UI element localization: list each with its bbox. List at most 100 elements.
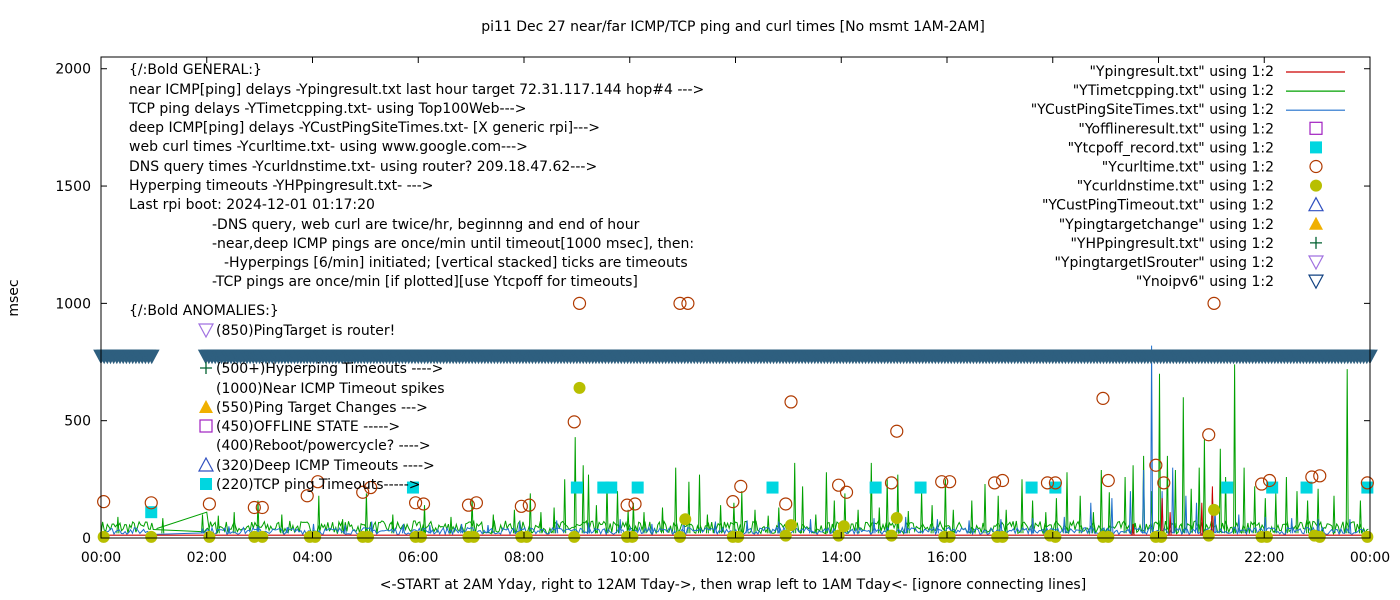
axes-layer: 00:00 02:00 04:00 06:00 08:00 10:00 12:00 14:00… [55,57,1390,566]
curltime-point-shape [884,476,899,490]
dnstime-point [1049,530,1062,543]
annotation-text: Hyperping timeouts -YHPpingresult.txt- -… [129,178,434,194]
curltime-point [943,475,957,489]
curltime-point-shape [681,296,695,310]
dnstime-point-shape [673,530,686,543]
dnstime-point [1313,530,1326,543]
curltime-point [784,395,798,409]
legend-marker-swatch-shape [1307,274,1325,290]
dnstime-point-shape [1260,530,1273,543]
curltime-point-shape [1040,476,1055,490]
tcpoff-point [1221,481,1234,494]
legend-marker-swatch-shape [1310,236,1322,249]
dnstime-point-shape [890,512,903,525]
dnstime-point [785,519,798,532]
dnstime-point-shape [837,520,850,533]
curltime-point [673,296,687,310]
curltime-point-shape [1149,458,1163,472]
dnstime-point-shape [779,529,792,542]
legend-label: "Ypingtargetchange" using 1:2 [1059,217,1274,233]
dnstime-point-shape [520,530,533,543]
x-tick-label: 14:00 [821,550,861,566]
dnstime-point-shape [414,530,427,543]
curltime-point [1207,296,1221,310]
dnstime-point [1260,530,1273,543]
dnstime-point [626,530,639,543]
x-tick-label: 04:00 [292,550,332,566]
dnstime-point-shape [309,530,322,543]
dnstime-point [1361,530,1374,543]
dnstime-point-shape [1361,530,1374,543]
annotation-text: (1000)Near ICMP Timeout spikes [216,381,445,397]
curltime-point-shape [943,475,957,489]
dnstime-point [890,512,903,525]
annotation-text: {/:Bold GENERAL:} [129,62,262,78]
legend-marker-swatch [1309,216,1323,230]
tcpoff-point-shape [766,481,779,494]
curltime-point-shape [247,500,261,515]
curltime-point-shape [522,498,536,512]
curltime-point [1262,473,1277,488]
curltime-point-shape [1360,476,1374,490]
curltime-point-shape [409,496,423,510]
dnstime-point [573,381,586,394]
tcpoff-point [869,481,882,494]
dnstime-point [679,513,692,526]
dnstime-point-shape [97,530,110,543]
tcpoff-point-shape [1221,481,1234,494]
x-axis-label: <-START at 2AM Yday, right to 12AM Tday-… [380,577,1086,593]
curltime-point-shape [300,489,314,503]
x-tick-label: 06:00 [398,550,438,566]
curltime-point-shape [628,497,642,511]
curltime-point [255,500,269,515]
curltime-point [567,415,581,429]
annotation-marker [200,362,212,374]
legend-marker-swatch-shape [1309,216,1323,230]
dnstime-point [1102,530,1115,543]
curltime-point [734,479,748,493]
legend-label: "Ypingresult.txt" using 1:2 [1089,64,1274,80]
legend-marker-swatch-shape [1309,159,1323,174]
dnstime-point [362,530,375,543]
dnstime-point-shape [1208,503,1221,516]
tcpoff-point [570,481,583,494]
curltime-point-shape [620,498,634,512]
dnstime-point-shape [885,529,898,542]
curltime-point [1096,391,1110,405]
x-tick-label: 18:00 [1033,550,1073,566]
dnstime-point-shape [943,530,956,543]
curltime-point [247,500,261,515]
curltime-point [935,475,949,489]
legend-marker-swatch [1310,179,1322,192]
x-tick-label: 08:00 [504,550,544,566]
curltime-point [572,296,587,310]
curltime-point-shape [987,476,1002,490]
tcpoff-point-shape [914,481,927,494]
legend-label: "Ycurldnstime.txt" using 1:2 [1077,179,1274,195]
legend-marker-swatch [1307,274,1325,290]
cust-noise-line [100,526,1369,537]
curltime-point-shape [1313,469,1327,483]
curltime-point-shape [734,479,748,493]
legend-marker-swatch-shape [1309,121,1323,135]
dnstime-point [256,530,269,543]
x-tick-label: 10:00 [610,550,650,566]
annotations-layer: {/:Bold GENERAL:} near ICMP[ping] delays … [128,62,704,493]
tcpoff-point [631,481,644,494]
curltime-point [202,497,216,511]
tcpoff-point [605,481,618,494]
x-tick-label: 00:00 [81,550,121,566]
dnstime-point [568,530,581,543]
curltime-point [726,495,740,509]
legend-label: "Ycurltime.txt" using 1:2 [1102,160,1274,176]
legend-marker-swatch [1309,121,1323,135]
x-tick-label: 22:00 [1244,550,1284,566]
annotation-marker [200,478,212,490]
curltime-point-shape [97,495,111,509]
legend-marker-swatch-shape [1307,196,1325,212]
legend-label: "YTimetcpping.txt" using 1:2 [1073,83,1274,99]
curltime-point-shape [890,424,904,438]
curltime-point [1157,476,1171,490]
legend-marker-swatch [1310,141,1322,154]
